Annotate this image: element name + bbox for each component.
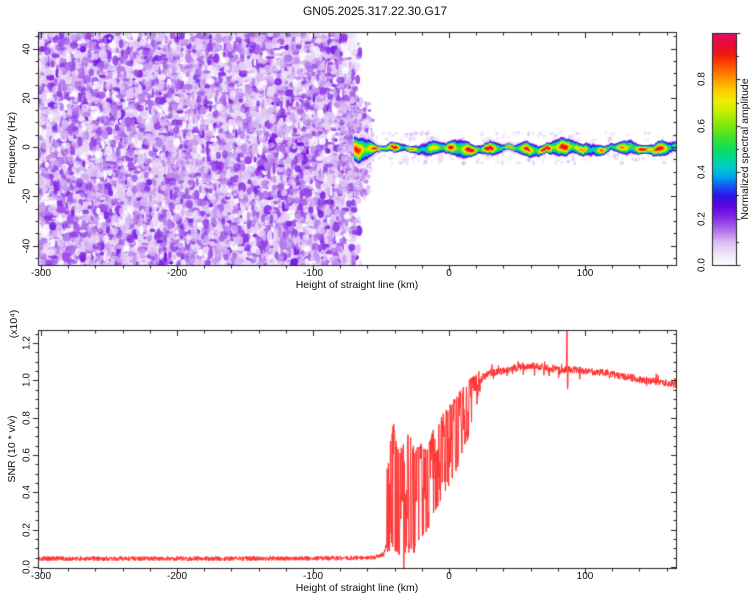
colorbar-tick-label: 0.4 [696, 165, 708, 180]
snr-y-tick-label: 1.0 [21, 373, 33, 388]
snr-y-tick-label: 0.0 [21, 560, 33, 574]
snr-y-tick-label: 0.8 [21, 410, 33, 425]
snr-xaxis-title: Height of straight line (km) [295, 582, 419, 594]
snr-y-tick-label: 0.4 [21, 485, 33, 500]
snr-y-tick-label: 0.2 [21, 522, 33, 537]
spectrogram-y-tick-label: -40 [21, 238, 33, 253]
spectrogram-x-tick-label: 0 [446, 268, 452, 279]
snr-x-tick-label: 100 [576, 571, 594, 582]
spectrogram-y-tick-label: 40 [21, 42, 33, 55]
spectrogram-x-tick-label: 100 [576, 268, 594, 279]
snr-yaxis-title: SNR (10 * v/v) [6, 415, 18, 483]
snr-x-tick-label: -200 [166, 571, 188, 582]
spectrogram-x-tick-label: -300 [30, 268, 52, 279]
spectrogram-y-tick-label: 20 [21, 92, 33, 104]
snr-x-tick-label: 0 [446, 571, 452, 582]
spectrogram-y-tick-label: 0 [21, 144, 33, 150]
snr-x-tick-label: -300 [30, 571, 52, 582]
spectrogram-y-tick-label: -20 [21, 189, 33, 204]
colorbar-tick-label: 0.6 [696, 118, 708, 133]
snr-y-tick-label: 0.6 [21, 448, 33, 462]
snr-y-tick-label: 1.2 [21, 336, 33, 351]
colorbar-tick-label: 0.8 [696, 72, 708, 87]
spectrogram-x-tick-label: -200 [166, 268, 188, 279]
snr-x-tick-label: -100 [302, 571, 324, 582]
colorbar-title: Normalized spectral amplitude [739, 78, 750, 220]
spectrogram-yaxis-title: Frequency (Hz) [6, 111, 18, 185]
page-title: GN05.2025.317.22.30.G17 [302, 4, 448, 18]
spectrogram-xaxis-title: Height of straight line (km) [295, 279, 419, 291]
spectrogram-x-tick-label: -100 [302, 268, 324, 279]
colorbar-tick-label: 0.0 [696, 258, 708, 272]
colorbar-tick-label: 0.2 [696, 211, 708, 226]
snr-scale-note: (x10⁴) [8, 309, 20, 339]
